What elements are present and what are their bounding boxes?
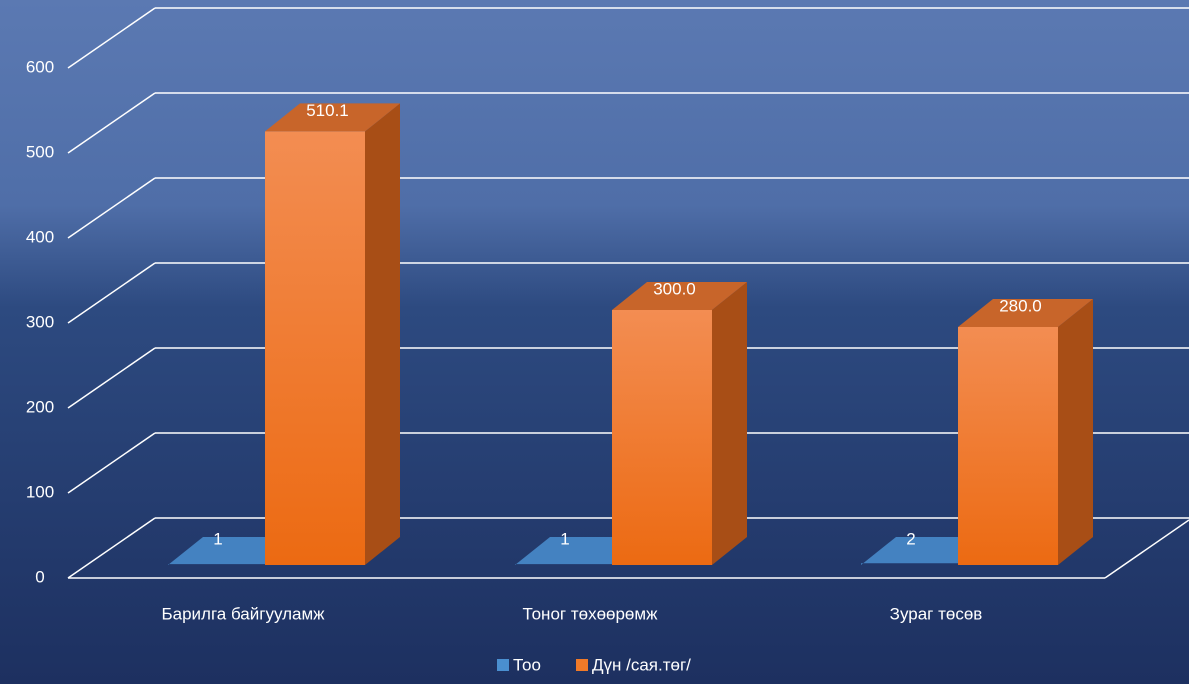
y-tick-label: 100 bbox=[26, 482, 54, 501]
legend-swatch bbox=[497, 659, 509, 671]
x-tick-label: Барилга байгууламж bbox=[161, 604, 325, 623]
legend-swatch bbox=[576, 659, 588, 671]
grid-diagonal bbox=[67, 517, 156, 579]
grid-diagonal bbox=[67, 432, 156, 494]
x-tick-label: Зураг төсөв bbox=[890, 604, 983, 623]
bar-front bbox=[612, 310, 712, 565]
grid-diagonal bbox=[67, 177, 156, 239]
bar-side bbox=[1058, 299, 1093, 565]
grid-diagonal bbox=[67, 262, 156, 324]
bar bbox=[958, 299, 1093, 565]
grid-diagonal bbox=[67, 7, 156, 69]
grid-diagonal bbox=[67, 347, 156, 409]
bar-top bbox=[612, 282, 747, 310]
y-tick-label: 200 bbox=[26, 397, 54, 416]
y-tick-label: 600 bbox=[26, 57, 54, 76]
bar bbox=[265, 103, 400, 566]
y-tick-label: 0 bbox=[35, 567, 44, 586]
bar-side bbox=[365, 103, 400, 565]
data-label: 1 bbox=[213, 529, 222, 548]
legend-label: Тоо bbox=[513, 655, 541, 674]
y-tick-label: 400 bbox=[26, 227, 54, 246]
bar bbox=[612, 282, 747, 565]
y-tick-label: 500 bbox=[26, 142, 54, 161]
data-label: 300.0 bbox=[653, 279, 696, 298]
data-label: 1 bbox=[560, 529, 569, 548]
grid-diagonal bbox=[67, 92, 156, 154]
y-tick-label: 300 bbox=[26, 312, 54, 331]
bar-front bbox=[265, 131, 365, 566]
data-label: 2 bbox=[906, 529, 915, 548]
x-tick-label: Тоног төхөөрөмж bbox=[523, 604, 659, 623]
grid-line bbox=[67, 7, 1189, 69]
legend-label: Дүн /сая.төг/ bbox=[592, 655, 691, 674]
data-label: 280.0 bbox=[999, 296, 1042, 315]
data-label: 510.1 bbox=[306, 101, 349, 120]
floor-right bbox=[1104, 519, 1189, 579]
bar-top bbox=[265, 103, 400, 132]
bar-side bbox=[712, 282, 747, 565]
grid-line bbox=[67, 92, 1189, 154]
bar-front bbox=[958, 327, 1058, 565]
bar-top bbox=[958, 299, 1093, 327]
